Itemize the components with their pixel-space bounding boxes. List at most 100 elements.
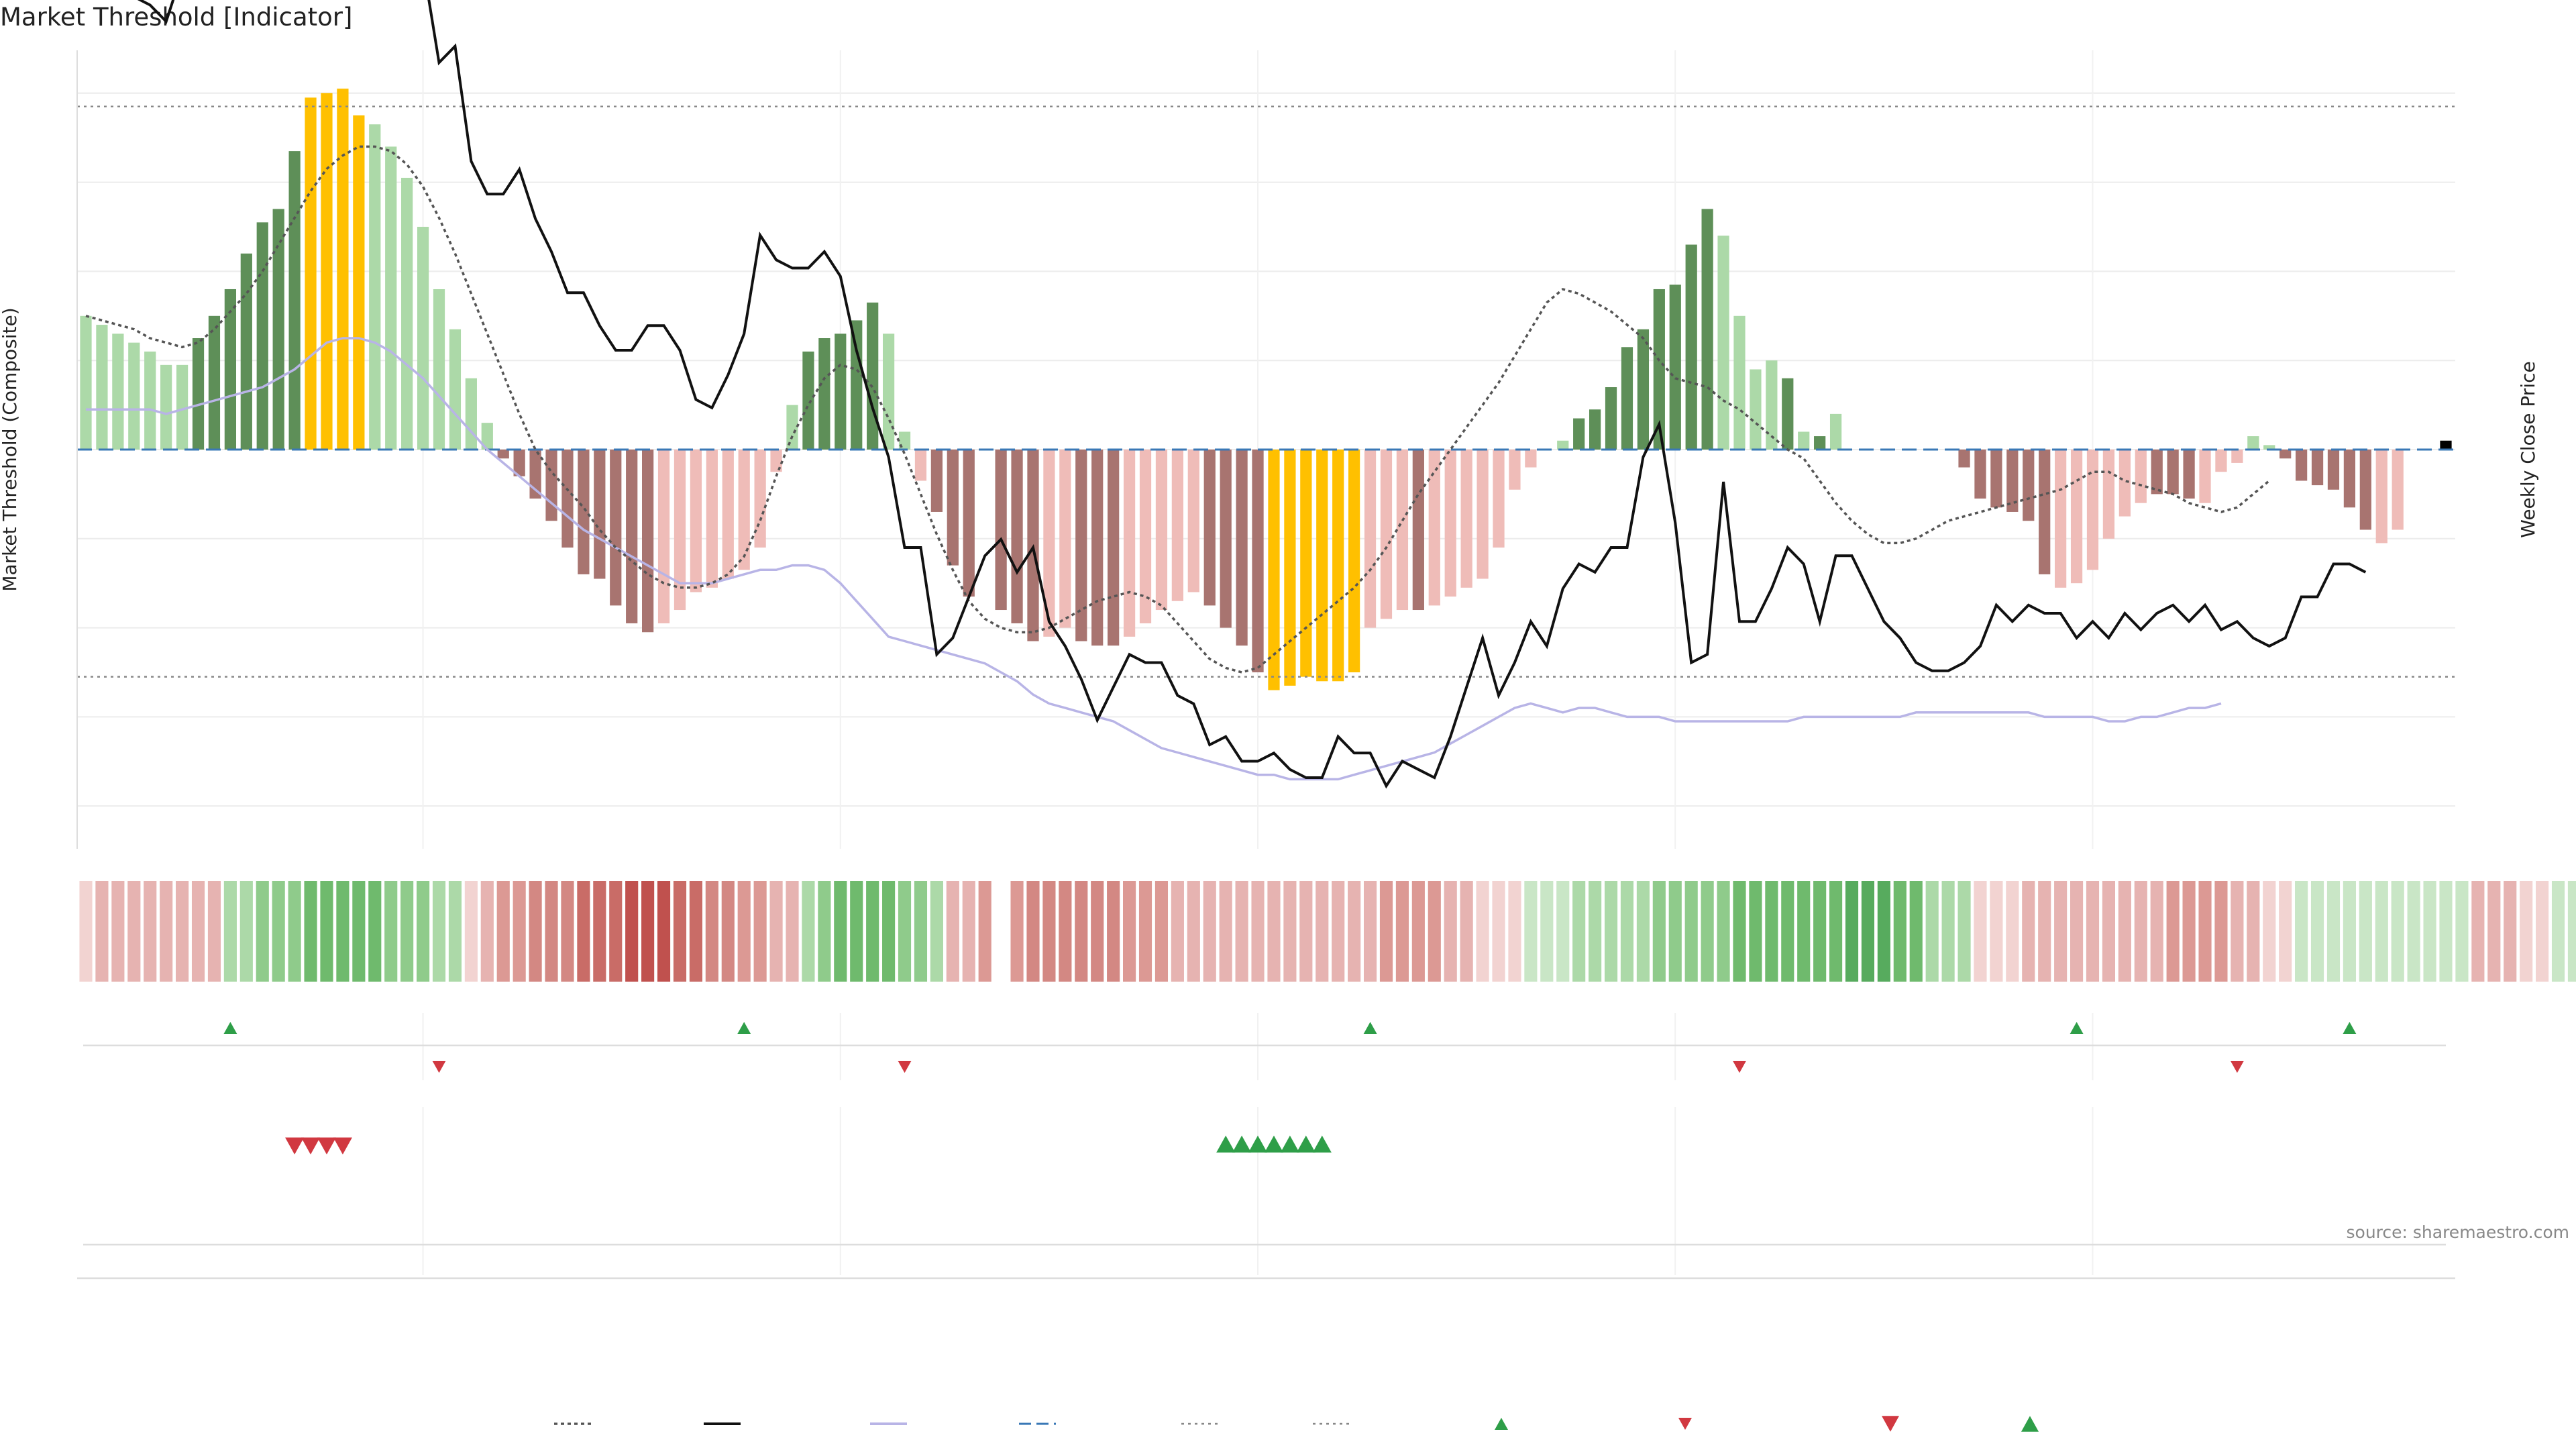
signal-markers <box>83 1022 2446 1246</box>
ribbon-cell <box>1203 881 1216 982</box>
ribbon-cell <box>368 881 382 982</box>
ribbon-cell <box>1733 881 1746 982</box>
ribbon-cell <box>866 881 879 982</box>
composite-bar <box>1829 413 1842 450</box>
ribbon-cell <box>529 881 542 982</box>
composite-bar <box>240 253 252 450</box>
ribbon-cell <box>176 881 189 982</box>
source-note: source: sharemaestro.com <box>2347 1223 2570 1242</box>
ribbon-cell <box>256 881 269 982</box>
composite-bar <box>497 450 509 459</box>
ribbon-cell <box>432 881 446 982</box>
composite-bar <box>1573 418 1585 450</box>
composite-bar <box>433 289 445 450</box>
ribbon-cell <box>1219 881 1232 982</box>
composite-bar <box>369 124 381 450</box>
ribbon-cell <box>352 881 366 982</box>
composite-bar <box>754 450 766 548</box>
ribbon-cell <box>2536 881 2549 982</box>
composite-bar <box>1203 450 1216 606</box>
ribbon-cell <box>1957 881 1971 982</box>
composite-bar <box>305 97 317 450</box>
ribbon-cell <box>1428 881 1441 982</box>
ribbon-cell <box>850 881 863 982</box>
composite-bar <box>2006 450 2019 512</box>
composite-bar <box>545 450 557 521</box>
ribbon-flip-up-marker <box>223 1022 237 1034</box>
ribbon-cell <box>1684 881 1698 982</box>
ribbon-cell <box>320 881 333 982</box>
composite-bar <box>224 289 237 450</box>
ribbon-cell <box>1026 881 1040 982</box>
ribbon-cell <box>545 881 558 982</box>
composite-bar <box>1814 436 1826 450</box>
composite-bar <box>690 450 702 592</box>
composite-bar <box>80 315 92 450</box>
ribbon-cell <box>2310 881 2324 982</box>
composite-bar <box>1974 450 1986 499</box>
composite-bar <box>465 378 477 450</box>
ribbon-cell <box>272 881 285 982</box>
composite-bar <box>2247 436 2259 450</box>
ribbon-cell <box>79 881 93 982</box>
composite-bar <box>2231 450 2243 463</box>
sell-signal-marker <box>333 1137 352 1155</box>
composite-bar <box>1364 450 1377 628</box>
ribbon-cell <box>1829 881 1843 982</box>
composite-bar <box>1043 450 1055 637</box>
composite-bar <box>626 450 638 623</box>
ribbon-cell <box>1749 881 1762 982</box>
ribbon-cell <box>753 881 767 982</box>
ribbon-cell <box>1187 881 1200 982</box>
composite-bars <box>80 89 2452 690</box>
buy-signal-marker <box>1280 1135 1299 1153</box>
buy-signal-marker <box>1232 1135 1252 1153</box>
ribbon-cell <box>1316 881 1329 982</box>
ribbon-cell <box>384 881 398 982</box>
composite-bar <box>738 450 750 570</box>
ribbon-cell <box>561 881 574 982</box>
composite-bar <box>2343 450 2356 508</box>
composite-bar <box>1653 289 1665 450</box>
ribbon-flip-up-marker <box>2343 1022 2357 1034</box>
ribbon-cell <box>1845 881 1859 982</box>
composite-bar <box>786 405 798 450</box>
ribbon-cell <box>1476 881 1489 982</box>
composite-bar <box>1428 450 1440 606</box>
ribbon-cell <box>930 881 943 982</box>
ribbon-cell <box>673 881 687 982</box>
ribbon-flip-up-marker <box>2070 1022 2084 1034</box>
ribbon-cell <box>1508 881 1521 982</box>
sell-signal-marker <box>301 1137 320 1155</box>
composite-bar <box>867 302 879 450</box>
composite-bar <box>1477 450 1489 579</box>
composite-bar <box>594 450 606 579</box>
ribbon-cell <box>577 881 590 982</box>
composite-bar <box>610 450 622 606</box>
ribbon-cell <box>2391 881 2404 982</box>
ribbon-cell <box>2086 881 2100 982</box>
composite-bar <box>578 450 590 574</box>
ribbon-cell <box>2455 881 2469 982</box>
ribbon-flip-down-marker <box>1733 1061 1746 1073</box>
ribbon-cell <box>1075 881 1088 982</box>
ribbon-cell <box>464 881 478 982</box>
ribbon-cell <box>496 881 510 982</box>
legend-swatch-marker <box>2021 1416 2039 1432</box>
series-lines <box>77 0 2455 789</box>
composite-bar <box>1733 315 1746 450</box>
legend <box>554 1416 2039 1432</box>
composite-bar <box>1380 450 1393 619</box>
composite-bar <box>1958 450 1970 468</box>
ribbon-cell <box>1348 881 1361 982</box>
y-axis-label: Market Threshold (Composite) <box>0 307 21 591</box>
composite-bar <box>2440 440 2452 450</box>
ribbon-cell <box>2471 881 2485 982</box>
composite-bar <box>128 342 140 450</box>
composite-bar <box>770 450 782 472</box>
composite-bar <box>513 450 525 476</box>
ribbon-cell <box>786 881 799 982</box>
ribbon-cell <box>994 881 1008 982</box>
composite-bar <box>1300 450 1312 677</box>
ribbon-cell <box>2247 881 2260 982</box>
